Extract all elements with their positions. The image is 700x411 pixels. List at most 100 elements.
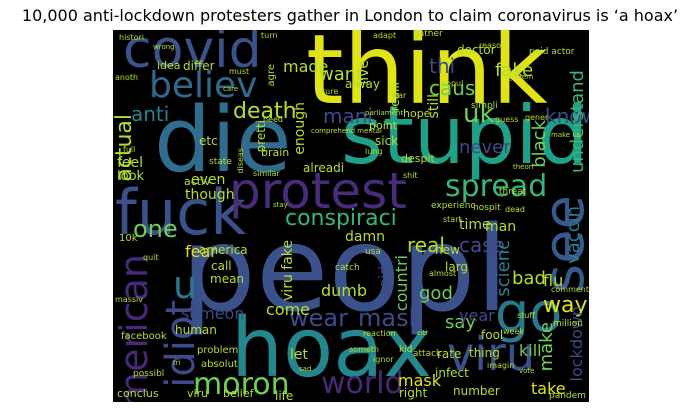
word-absolut: absolut	[201, 359, 238, 370]
word-threat: threat	[499, 187, 527, 197]
word-one: one	[133, 215, 178, 243]
word-come: come	[266, 300, 311, 319]
figure-title: 10,000 anti-lockdown protesters gather i…	[21, 6, 679, 25]
word-year: year	[459, 306, 495, 325]
word-someon: someon	[181, 304, 245, 323]
word-thing: thing	[469, 346, 500, 360]
word-need: need	[263, 115, 283, 124]
word-made: made	[283, 57, 329, 76]
word-compreh-mental: comprehend mental	[311, 127, 382, 135]
word-usa: usa	[365, 247, 381, 257]
word-way: way	[543, 293, 588, 318]
word-facebook: facebook	[121, 331, 167, 342]
word-ignor: ignor	[373, 355, 394, 364]
word-catch: catch	[335, 263, 360, 273]
word-despit: despit	[401, 152, 435, 165]
word-lung: lung	[365, 147, 383, 156]
word-real: real	[407, 233, 445, 257]
word-infect: infect	[435, 366, 469, 380]
word-die: die	[154, 88, 292, 193]
word-possibl: possibl	[133, 369, 165, 379]
word-sick: sick	[375, 134, 399, 148]
word-anti: anti	[131, 102, 170, 126]
word-viru: viru	[447, 327, 536, 381]
word-anoth: anoth	[115, 73, 139, 82]
word-kid: kid	[399, 345, 413, 355]
word-cloud: think die stupid peopl hoax covid fuck p…	[113, 30, 589, 402]
word-care: care	[223, 85, 239, 93]
word-new: new	[435, 243, 460, 257]
word-even: even	[191, 172, 226, 188]
word-idea: idea	[157, 59, 181, 72]
word-make-us: make us	[551, 131, 581, 139]
word-10k: 10k	[119, 233, 138, 244]
word-belief: belief	[223, 387, 254, 400]
word-fool: fool	[481, 328, 504, 342]
word-sure: sure	[321, 87, 339, 96]
word-man: man	[485, 219, 517, 235]
word-experienc: experienc	[431, 201, 476, 211]
word-let: let	[290, 347, 308, 363]
word-bad: bad	[512, 268, 546, 289]
word-conspiraci: conspiraci	[285, 206, 397, 231]
word-mean: mean	[210, 272, 245, 286]
word-go: go	[495, 281, 563, 344]
word-right: right	[399, 386, 428, 400]
word-dumb: dumb	[321, 281, 368, 300]
word-american: american	[113, 254, 156, 402]
word-hospit: hospit	[473, 203, 501, 213]
word-viru-2: viru	[187, 387, 209, 400]
word-think: think	[306, 30, 548, 126]
word-scienc: scienc	[493, 240, 514, 297]
word-stay: stay	[273, 201, 288, 209]
word-must: must	[229, 67, 250, 76]
word-life: life	[275, 389, 294, 402]
word-million: million	[553, 319, 583, 329]
word-say: say	[445, 312, 477, 333]
word-hope: hope	[403, 107, 431, 120]
word-state: state	[209, 157, 232, 167]
word-death: death	[233, 99, 297, 124]
word-fake: fake	[495, 60, 534, 81]
word-damn: damn	[345, 229, 385, 245]
word-simpli: simpli	[471, 101, 498, 111]
word-believ: believ	[149, 65, 258, 106]
word-fuck: fuck	[115, 176, 247, 249]
word-never: never	[459, 137, 511, 158]
word-diseas: diseas	[236, 148, 245, 174]
word-said: said	[377, 266, 393, 295]
word-almost: almost	[429, 269, 457, 278]
word-wrong: wrong	[153, 43, 175, 51]
word-mani: mani	[323, 104, 373, 128]
word-popul: popul	[441, 79, 464, 88]
word-activ: activ	[184, 175, 211, 188]
word-protest: protest	[229, 162, 407, 220]
word-moron: moron	[193, 367, 290, 402]
word-bar: bar	[393, 91, 407, 100]
word-u: u	[173, 263, 198, 307]
word-paid-actor: paid actor	[529, 47, 575, 57]
word-take: take	[531, 379, 566, 398]
word-start: start	[443, 215, 462, 224]
word-someth: someth	[349, 345, 379, 354]
word-america: america	[199, 243, 248, 257]
word-spread: spread	[445, 169, 548, 204]
word-adapt: adapt	[373, 31, 397, 40]
word-stuff: stuff	[517, 311, 535, 320]
word-fear: fear	[185, 242, 217, 261]
word-gather: gather	[413, 30, 443, 39]
word-massiv: massiv	[115, 295, 143, 304]
word-problem: problem	[197, 345, 239, 356]
word-guess: guess	[495, 115, 519, 124]
word-conclus: conclus	[117, 387, 159, 400]
word-parliament: parliament	[365, 109, 404, 117]
word-mask-2: mask	[398, 371, 441, 390]
word-dead: dead	[505, 205, 525, 214]
word-human: human	[175, 323, 217, 337]
word-want: want	[319, 64, 364, 85]
word-kill: kill	[519, 341, 542, 360]
word-understand: understand	[567, 70, 588, 174]
word-imagin: imagin	[487, 361, 515, 370]
word-larg: larg	[445, 260, 469, 274]
word-reason: reason	[479, 41, 507, 50]
